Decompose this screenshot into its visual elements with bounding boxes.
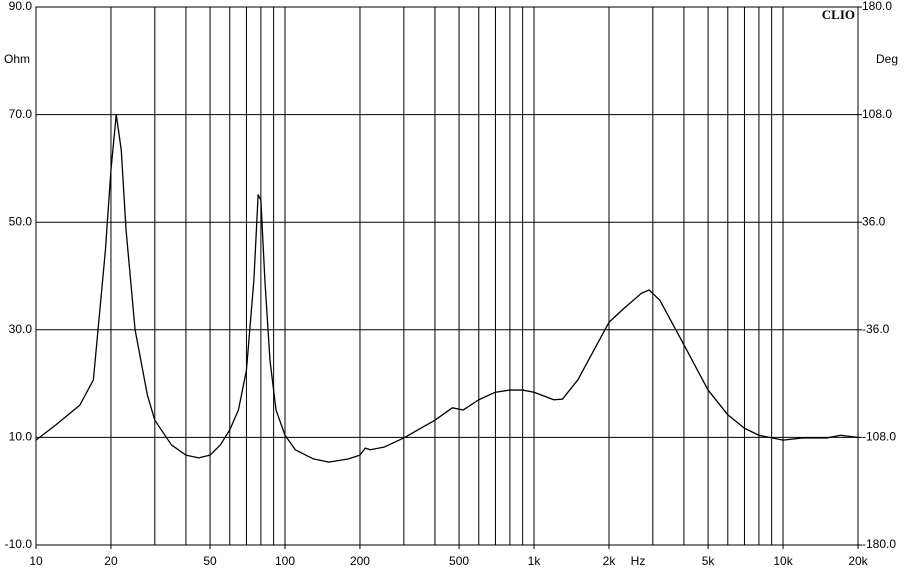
y2-tick-label: -108.0	[862, 430, 896, 444]
x-tick-label: 200	[350, 554, 370, 568]
x-tick-label: 20k	[848, 554, 868, 568]
x-tick-label: 10	[29, 554, 43, 568]
brand: CLIO	[822, 7, 855, 22]
y2-tick-label: -180.0	[862, 537, 896, 551]
x-tick-label: 5k	[702, 554, 716, 568]
impedance-curve	[35, 113, 859, 463]
y-tick-label: 70.0	[9, 107, 33, 121]
y-tick-label: 50.0	[9, 214, 33, 228]
y2-tick-label: 180.0	[862, 0, 892, 13]
plot-frame	[35, 6, 859, 546]
x-tick-label: 500	[449, 554, 469, 568]
y2-tick-label: 36.0	[862, 214, 886, 228]
y2-tick-label: -36.0	[862, 322, 890, 336]
y-tick-label: 30.0	[9, 322, 33, 336]
y2-tick-label: 108.0	[862, 107, 892, 121]
x-tick-label: 1k	[528, 554, 542, 568]
x-axis-label: Hz	[631, 554, 646, 568]
y-axis-label: Ohm	[4, 52, 30, 66]
y-tick-label: 10.0	[9, 430, 33, 444]
y2-axis-label: Deg	[876, 52, 898, 66]
x-tick-label: 10k	[773, 554, 793, 568]
y-tick-label: 90.0	[9, 0, 33, 13]
y-tick-label: -10.0	[5, 537, 33, 551]
x-tick-label: 50	[203, 554, 217, 568]
x-tick-label: 2k	[603, 554, 617, 568]
x-tick-label: 20	[104, 554, 118, 568]
x-tick-label: 100	[275, 554, 295, 568]
